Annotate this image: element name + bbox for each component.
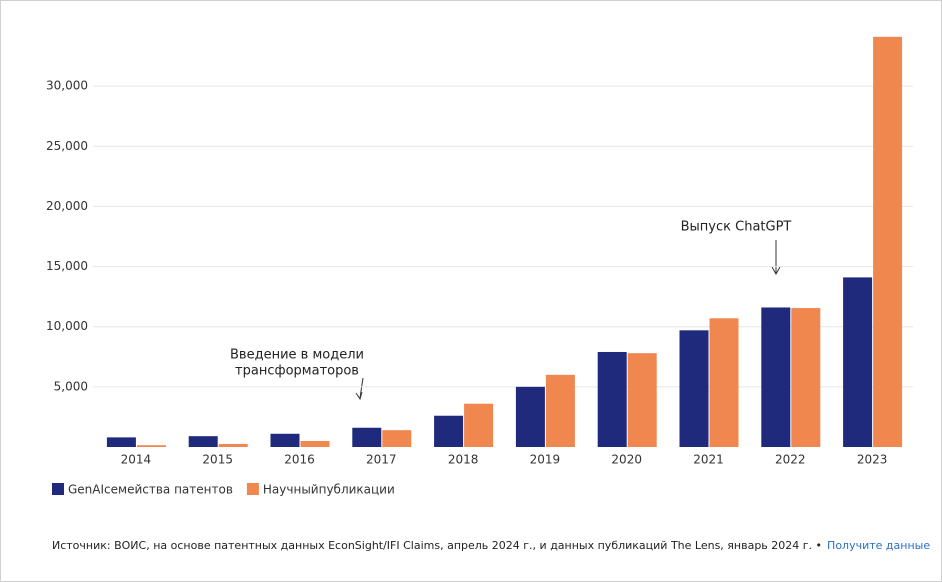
x-tick-label: 2015: [202, 453, 233, 467]
bar: [710, 318, 739, 447]
source-link[interactable]: Получите данные: [827, 539, 930, 552]
annotation: Введение в модели: [230, 348, 364, 363]
legend-label: Научныйпубликации: [263, 483, 395, 497]
bar: [352, 428, 381, 447]
bar: [791, 308, 820, 447]
bar: [598, 352, 627, 447]
y-tick-label: 15,000: [46, 259, 88, 273]
y-tick-label: 10,000: [46, 319, 88, 333]
legend-label: GenAIсемейства патентов: [68, 483, 233, 497]
bar: [271, 434, 300, 447]
bar: [301, 441, 330, 447]
y-tick-label: 25,000: [46, 139, 88, 153]
y-tick-label: 5,000: [54, 379, 88, 393]
bar: [628, 353, 657, 447]
bar: [434, 416, 463, 447]
bar: [189, 436, 218, 447]
x-tick-label: 2022: [775, 453, 806, 467]
x-tick-label: 2023: [857, 453, 888, 467]
bar: [680, 330, 709, 447]
y-tick-label: 20,000: [46, 199, 88, 213]
x-tick-label: 2021: [693, 453, 724, 467]
bar: [516, 387, 545, 447]
bar: [107, 437, 136, 447]
bar: [219, 444, 248, 447]
source: Источник: ВОИС, на основе патентных данн…: [52, 539, 822, 552]
bar: [761, 307, 790, 447]
x-tick-label: 2018: [448, 453, 479, 467]
legend-swatch: [52, 483, 64, 495]
bar: [546, 375, 575, 447]
x-tick-label: 2020: [611, 453, 642, 467]
bar: [843, 277, 872, 447]
bar: [873, 37, 902, 447]
annotation: трансформаторов: [235, 364, 359, 379]
bar: [382, 430, 411, 447]
annotation: Выпуск ChatGPT: [681, 220, 792, 235]
bar: [464, 404, 493, 447]
x-tick-label: 2017: [366, 453, 397, 467]
legend-swatch: [247, 483, 259, 495]
x-tick-label: 2016: [284, 453, 315, 467]
x-tick-label: 2019: [530, 453, 561, 467]
bar: [137, 445, 166, 447]
y-tick-label: 30,000: [46, 79, 88, 93]
x-tick-label: 2014: [121, 453, 152, 467]
